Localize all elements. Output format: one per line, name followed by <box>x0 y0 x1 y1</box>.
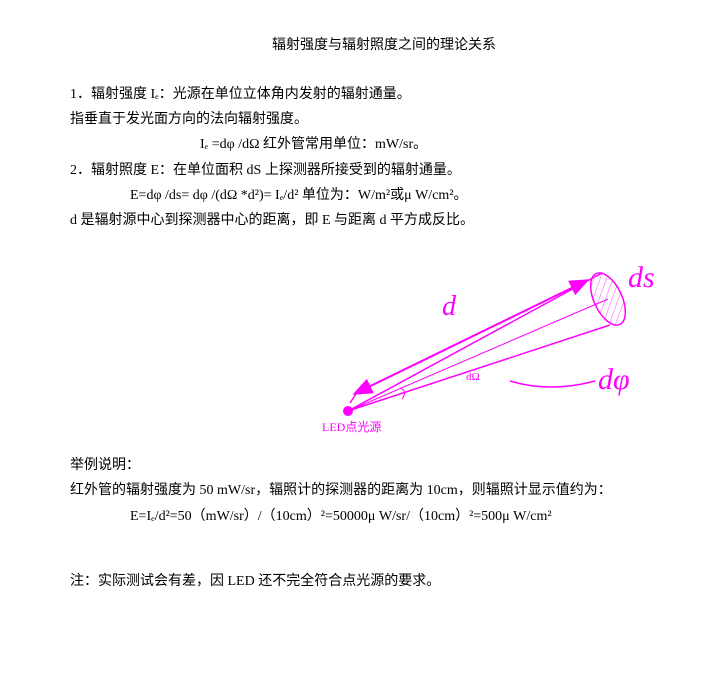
paragraph-2: 指垂直于发光面方向的法向辐射强度。 <box>70 107 658 132</box>
led-label: LED点光源 <box>322 418 381 435</box>
dphi-label: dφ <box>598 363 630 397</box>
domega-label: dΩ <box>466 371 480 383</box>
paragraph-1: 1．辐射强度 Iₑ：光源在单位立体角内发射的辐射通量。 <box>70 82 658 107</box>
cone-diagram: LED点光源 d ds dφ dΩ <box>250 263 670 453</box>
example-line-1: 红外管的辐射强度为 50 mW/sr，辐照计的探测器的距离为 10cm，则辐照计… <box>70 478 658 503</box>
example-title: 举例说明： <box>70 453 658 478</box>
ds-label: ds <box>628 261 655 295</box>
paragraph-4: 2．辐射照度 E：在单位面积 dS 上探测器所接受到的辐射通量。 <box>70 158 658 183</box>
formula-ie: Iₑ =dφ /dΩ 红外管常用单位：mW/sr。 <box>70 132 658 157</box>
formula-e: E=dφ /ds= dφ /(dΩ *d²)= Iₑ/d² 单位为：W/m²或μ… <box>70 183 658 208</box>
page-title: 辐射强度与辐射照度之间的理论关系 <box>110 34 658 54</box>
d-label: d <box>442 291 456 323</box>
note: 注：实际测试会有差，因 LED 还不完全符合点光源的要求。 <box>70 569 658 594</box>
paragraph-6: d 是辐射源中心到探测器中心的距离，即 E 与距离 d 平方成反比。 <box>70 208 658 233</box>
example-formula: E=Iₑ/d²=50（mW/sr）/（10cm）²=50000μ W/sr/（1… <box>70 504 658 529</box>
